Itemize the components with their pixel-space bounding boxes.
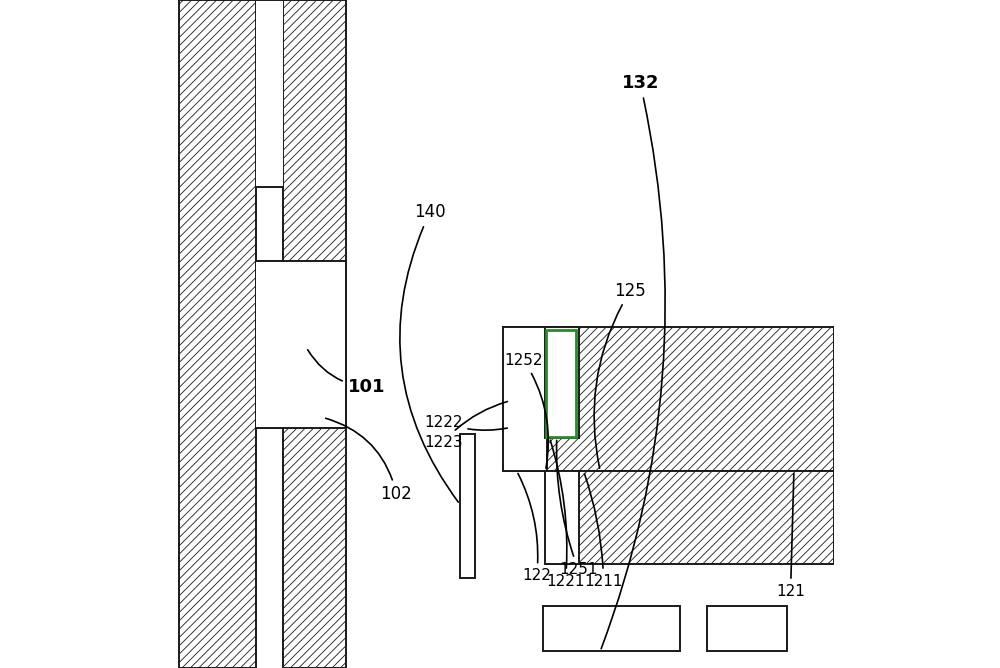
Text: 122: 122 [518, 474, 551, 583]
Text: 1221: 1221 [546, 440, 585, 589]
Bar [547, 471, 834, 564]
Bar [545, 327, 579, 438]
Bar [546, 329, 576, 437]
Text: 102: 102 [326, 418, 412, 503]
Bar [256, 261, 283, 428]
Text: 140: 140 [400, 204, 458, 502]
Text: 125: 125 [594, 282, 646, 468]
Bar [256, 0, 283, 187]
Bar [179, 0, 256, 668]
Bar [256, 261, 346, 428]
Bar [543, 606, 680, 651]
Text: 132: 132 [601, 75, 665, 649]
Bar [283, 0, 346, 668]
Text: 121: 121 [776, 474, 805, 599]
Text: 1251: 1251 [557, 440, 597, 576]
Bar [707, 606, 787, 651]
Bar [503, 327, 834, 471]
Bar [545, 471, 579, 564]
Text: 1211: 1211 [584, 474, 623, 589]
Bar [503, 327, 547, 471]
Text: 101: 101 [308, 350, 385, 396]
Text: 1252: 1252 [505, 353, 548, 468]
Text: 1222: 1222 [424, 415, 507, 430]
Text: 1223: 1223 [424, 401, 507, 450]
Bar [460, 434, 475, 578]
